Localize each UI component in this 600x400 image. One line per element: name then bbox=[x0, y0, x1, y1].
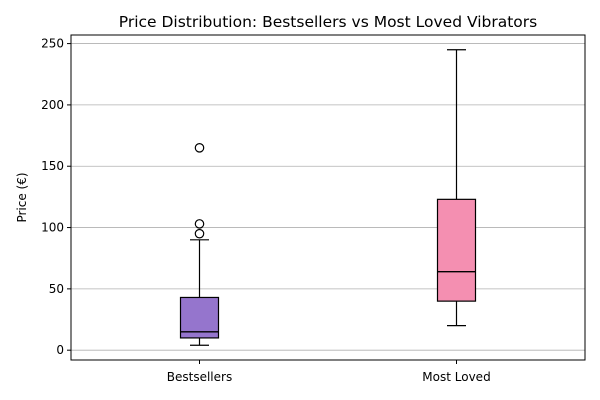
plot-frame bbox=[70, 34, 586, 361]
x-tick-label: Most Loved bbox=[422, 370, 490, 384]
y-axis-label: Price (€) bbox=[15, 172, 29, 222]
outlier-point bbox=[194, 228, 205, 239]
x-axis-ticks: Bestsellers Most Loved bbox=[167, 360, 491, 384]
grid-lines bbox=[71, 43, 585, 351]
box-bestsellers bbox=[179, 143, 220, 346]
y-tick-label: 100 bbox=[41, 221, 64, 235]
chart-title: Price Distribution: Bestsellers vs Most … bbox=[119, 13, 538, 31]
box-iqr bbox=[436, 198, 477, 302]
y-tick-label: 0 bbox=[56, 343, 64, 357]
y-tick-label: 50 bbox=[49, 282, 64, 296]
outlier-point bbox=[194, 143, 205, 153]
y-tick-label: 150 bbox=[41, 159, 64, 173]
x-tick-label: Bestsellers bbox=[167, 370, 232, 384]
y-axis-ticks: 0 50 100 150 200 250 bbox=[41, 37, 71, 357]
outlier-point bbox=[194, 219, 205, 229]
box-most-loved bbox=[436, 49, 477, 327]
y-tick-label: 250 bbox=[41, 37, 64, 51]
boxes bbox=[179, 49, 477, 346]
y-tick-label: 200 bbox=[41, 98, 64, 112]
